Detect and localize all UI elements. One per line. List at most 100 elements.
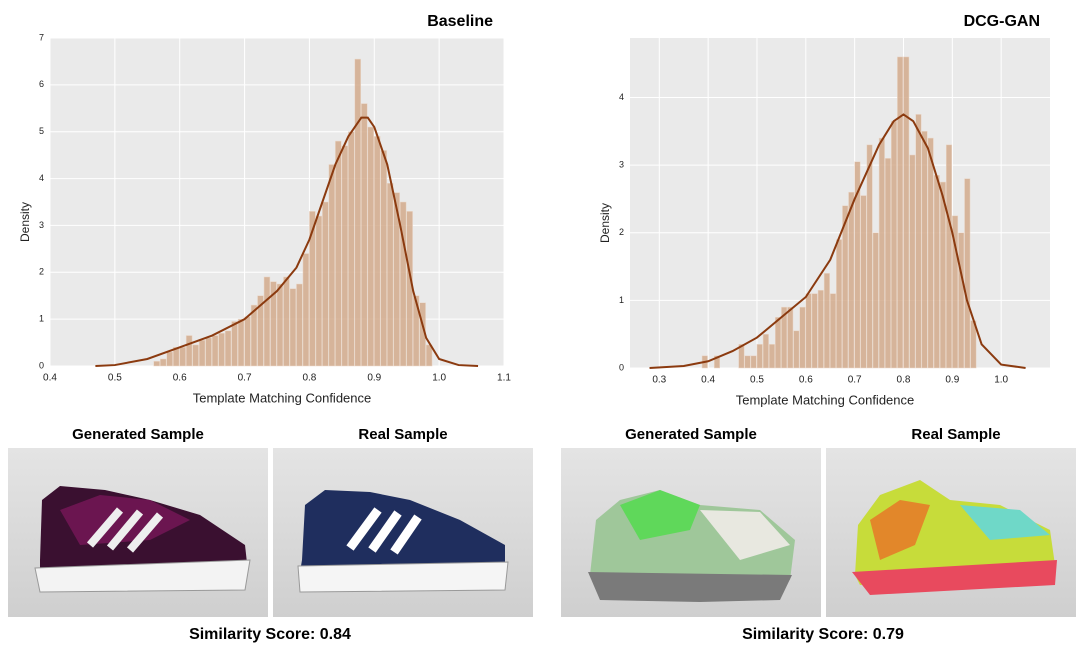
bar	[154, 361, 160, 366]
bar	[745, 356, 751, 368]
similarity-score: Similarity Score: 0.79	[742, 626, 904, 643]
bar	[335, 141, 341, 366]
y-tick-label: 0	[39, 360, 44, 370]
bar	[219, 333, 225, 366]
bar	[897, 57, 903, 368]
x-tick-label: 0.4	[701, 375, 715, 386]
chart: 012345670.40.50.60.70.80.91.01.1Baseline…	[18, 13, 511, 405]
bar	[251, 305, 257, 366]
bar	[407, 211, 413, 366]
bar	[958, 233, 964, 368]
y-tick-label: 7	[39, 32, 44, 42]
x-tick-label: 0.9	[367, 373, 381, 384]
y-axis-label: Density	[598, 203, 612, 243]
bar	[232, 321, 238, 366]
y-tick-label: 3	[39, 220, 44, 230]
bar	[277, 284, 283, 366]
y-tick-label: 0	[619, 362, 624, 372]
y-tick-label: 2	[39, 267, 44, 277]
x-tick-label: 1.1	[497, 373, 511, 384]
bar	[180, 347, 186, 366]
bar	[387, 183, 393, 366]
bar	[769, 344, 775, 368]
bar	[891, 121, 897, 368]
bar	[374, 136, 380, 366]
bar	[812, 294, 818, 368]
bar	[879, 138, 885, 368]
bar	[342, 146, 348, 366]
bar	[775, 317, 781, 368]
bar	[193, 345, 199, 366]
bar	[928, 138, 934, 368]
figure: 0 1 2 3 4 5 6 7 0.4 0.5 0.6 0.7 0.8 0.9 1.0 1.1 Baseline…	[0, 0, 1076, 646]
bar	[238, 319, 244, 366]
bar	[861, 196, 867, 368]
bar	[296, 284, 302, 366]
x-tick-label: 0.6	[173, 373, 187, 384]
bar	[199, 340, 205, 366]
bar	[245, 317, 251, 366]
x-tick-label: 0.9	[945, 375, 959, 386]
y-axis-label: Density	[18, 202, 32, 242]
sample-label: Real Sample	[911, 426, 1000, 443]
sample-label: Real Sample	[358, 426, 447, 443]
x-tick-label: 0.8	[302, 373, 316, 384]
bar	[322, 202, 328, 366]
x-tick-label: 0.8	[897, 375, 911, 386]
x-tick-label: 0.7	[848, 375, 862, 386]
bar	[867, 145, 873, 368]
bar	[160, 359, 166, 366]
bar	[316, 216, 322, 366]
bar	[225, 331, 231, 366]
bar	[885, 158, 891, 368]
y-tick-label: 5	[39, 126, 44, 136]
bar	[788, 307, 794, 368]
bar	[303, 254, 309, 366]
y-tick-label: 6	[39, 79, 44, 89]
bar	[922, 131, 928, 368]
bar	[794, 331, 800, 368]
page: 0 1 2 3 4 5 6 7 0.4 0.5 0.6 0.7 0.8 0.9 1.0 1.1 Baseline…	[0, 0, 1076, 651]
bar	[830, 294, 836, 368]
bar	[426, 345, 432, 366]
bar	[940, 182, 946, 368]
bar	[903, 57, 909, 368]
x-tick-label: 0.3	[652, 375, 666, 386]
y-tick-label: 1	[619, 295, 624, 305]
x-tick-label: 1.0	[994, 375, 1008, 386]
sample-label: Generated Sample	[625, 426, 757, 443]
bar	[806, 294, 812, 368]
chart: 012340.30.40.50.60.70.80.91.0DCG-GANTemp…	[598, 13, 1050, 407]
x-axis-label: Template Matching Confidence	[193, 390, 372, 405]
bar	[329, 165, 335, 366]
x-tick-label: 0.7	[238, 373, 252, 384]
bar	[206, 338, 212, 366]
bar	[842, 206, 848, 368]
bar	[186, 336, 192, 366]
bar	[381, 150, 387, 366]
x-tick-label: 0.4	[43, 373, 57, 384]
bar	[910, 155, 916, 368]
bar	[355, 59, 361, 366]
bar	[873, 233, 879, 368]
y-tick-label: 2	[619, 227, 624, 237]
y-tick-label: 4	[619, 92, 624, 102]
bar	[167, 352, 173, 366]
similarity-score: Similarity Score: 0.84	[189, 626, 351, 643]
bar	[368, 127, 374, 366]
bar	[290, 289, 296, 366]
bar	[757, 344, 763, 368]
bar	[763, 334, 769, 368]
x-axis-label: Template Matching Confidence	[736, 392, 915, 407]
x-tick-label: 1.0	[432, 373, 446, 384]
chart-title: DCG-GAN	[964, 13, 1040, 30]
chart-title: Baseline	[427, 13, 493, 30]
bar	[212, 336, 218, 366]
x-tick-label: 0.5	[750, 375, 764, 386]
bar	[916, 114, 922, 368]
bar	[818, 290, 824, 368]
bar	[283, 277, 289, 366]
bar	[800, 307, 806, 368]
sample-label: Generated Sample	[72, 426, 204, 443]
bar	[849, 192, 855, 368]
